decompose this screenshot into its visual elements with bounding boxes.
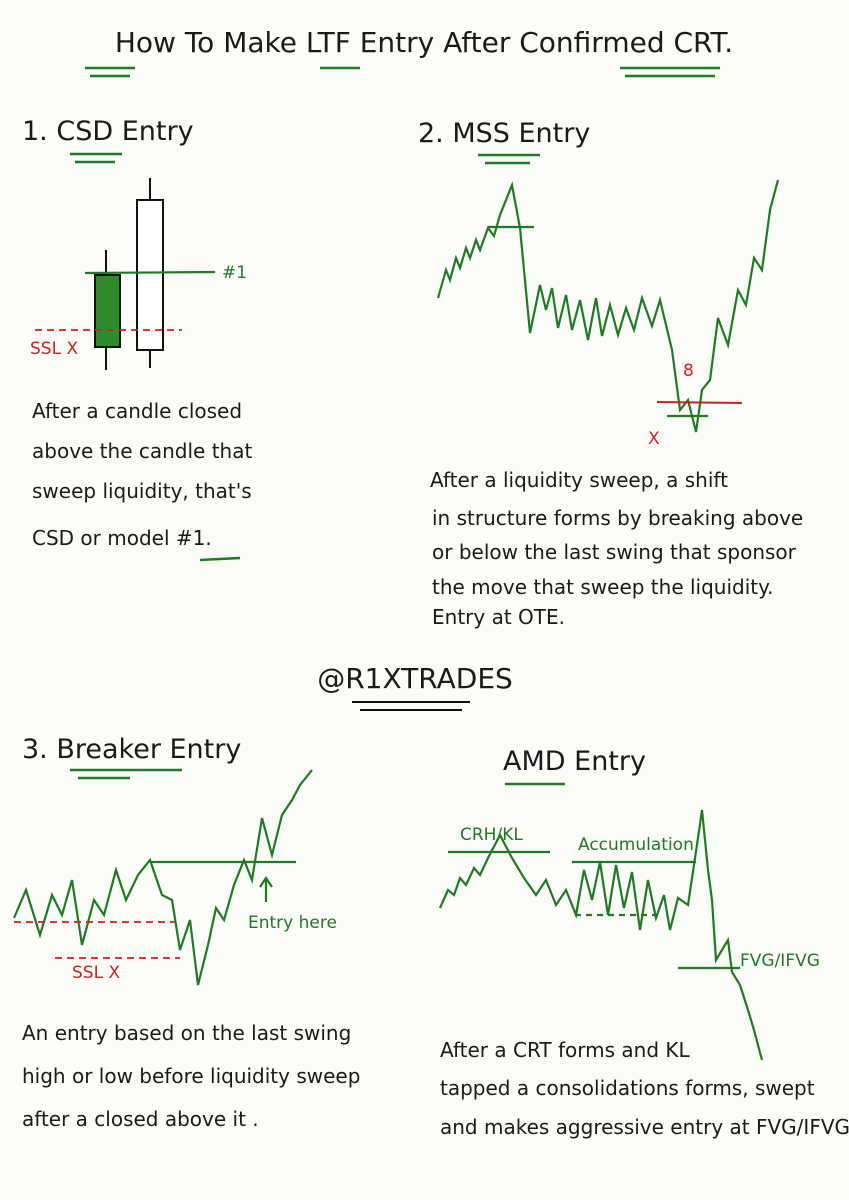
heading: 2. MSS Entry <box>418 118 590 149</box>
price-line <box>12 769 313 986</box>
price-line <box>436 179 780 433</box>
level-line <box>656 401 743 404</box>
arrow <box>259 876 273 902</box>
heading: 1. CSD Entry <box>22 116 194 147</box>
label: SSL X <box>72 963 120 983</box>
price-line <box>438 809 764 1061</box>
underline <box>85 66 720 78</box>
description: the move that sweep the liquidity. <box>432 575 773 599</box>
label: X <box>648 429 660 449</box>
description: CSD or model #1. <box>32 526 212 550</box>
label: FVG/IFVG <box>740 951 820 971</box>
description: after a closed above it . <box>22 1107 259 1131</box>
description: above the candle that <box>32 439 252 463</box>
description: in structure forms by breaking above <box>432 506 803 530</box>
underline <box>352 701 470 711</box>
label: CRH/KL <box>460 825 523 845</box>
label: #1 <box>222 263 247 283</box>
description: high or low before liquidity sweep <box>22 1064 360 1088</box>
heading: 3. Breaker Entry <box>22 734 241 765</box>
description: After a candle closed <box>32 399 242 423</box>
heading: AMD Entry <box>503 746 646 777</box>
label: Entry here <box>248 913 337 933</box>
title: How To Make LTF Entry After Confirmed CR… <box>115 26 733 59</box>
description: An entry based on the last swing <box>22 1021 351 1045</box>
label: 8 <box>683 361 694 381</box>
underline <box>199 556 241 562</box>
candle <box>94 274 121 348</box>
description: Entry at OTE. <box>432 605 565 629</box>
description: tapped a consolidations forms, swept <box>440 1076 815 1100</box>
description: and makes aggressive entry at FVG/IFVG. <box>440 1115 849 1139</box>
underline <box>478 153 540 165</box>
description: After a CRT forms and KL <box>440 1038 690 1062</box>
level-line <box>84 270 216 275</box>
label: Accumulation <box>578 835 694 855</box>
underline <box>70 152 122 164</box>
underline <box>70 768 182 780</box>
description: sweep liquidity, that's <box>32 479 252 503</box>
label: SSL X <box>30 339 78 359</box>
candle <box>136 199 164 351</box>
description: or below the last swing that sponsor <box>432 540 797 564</box>
description: After a liquidity sweep, a shift <box>430 468 728 492</box>
handle: @R1XTRADES <box>317 662 513 695</box>
